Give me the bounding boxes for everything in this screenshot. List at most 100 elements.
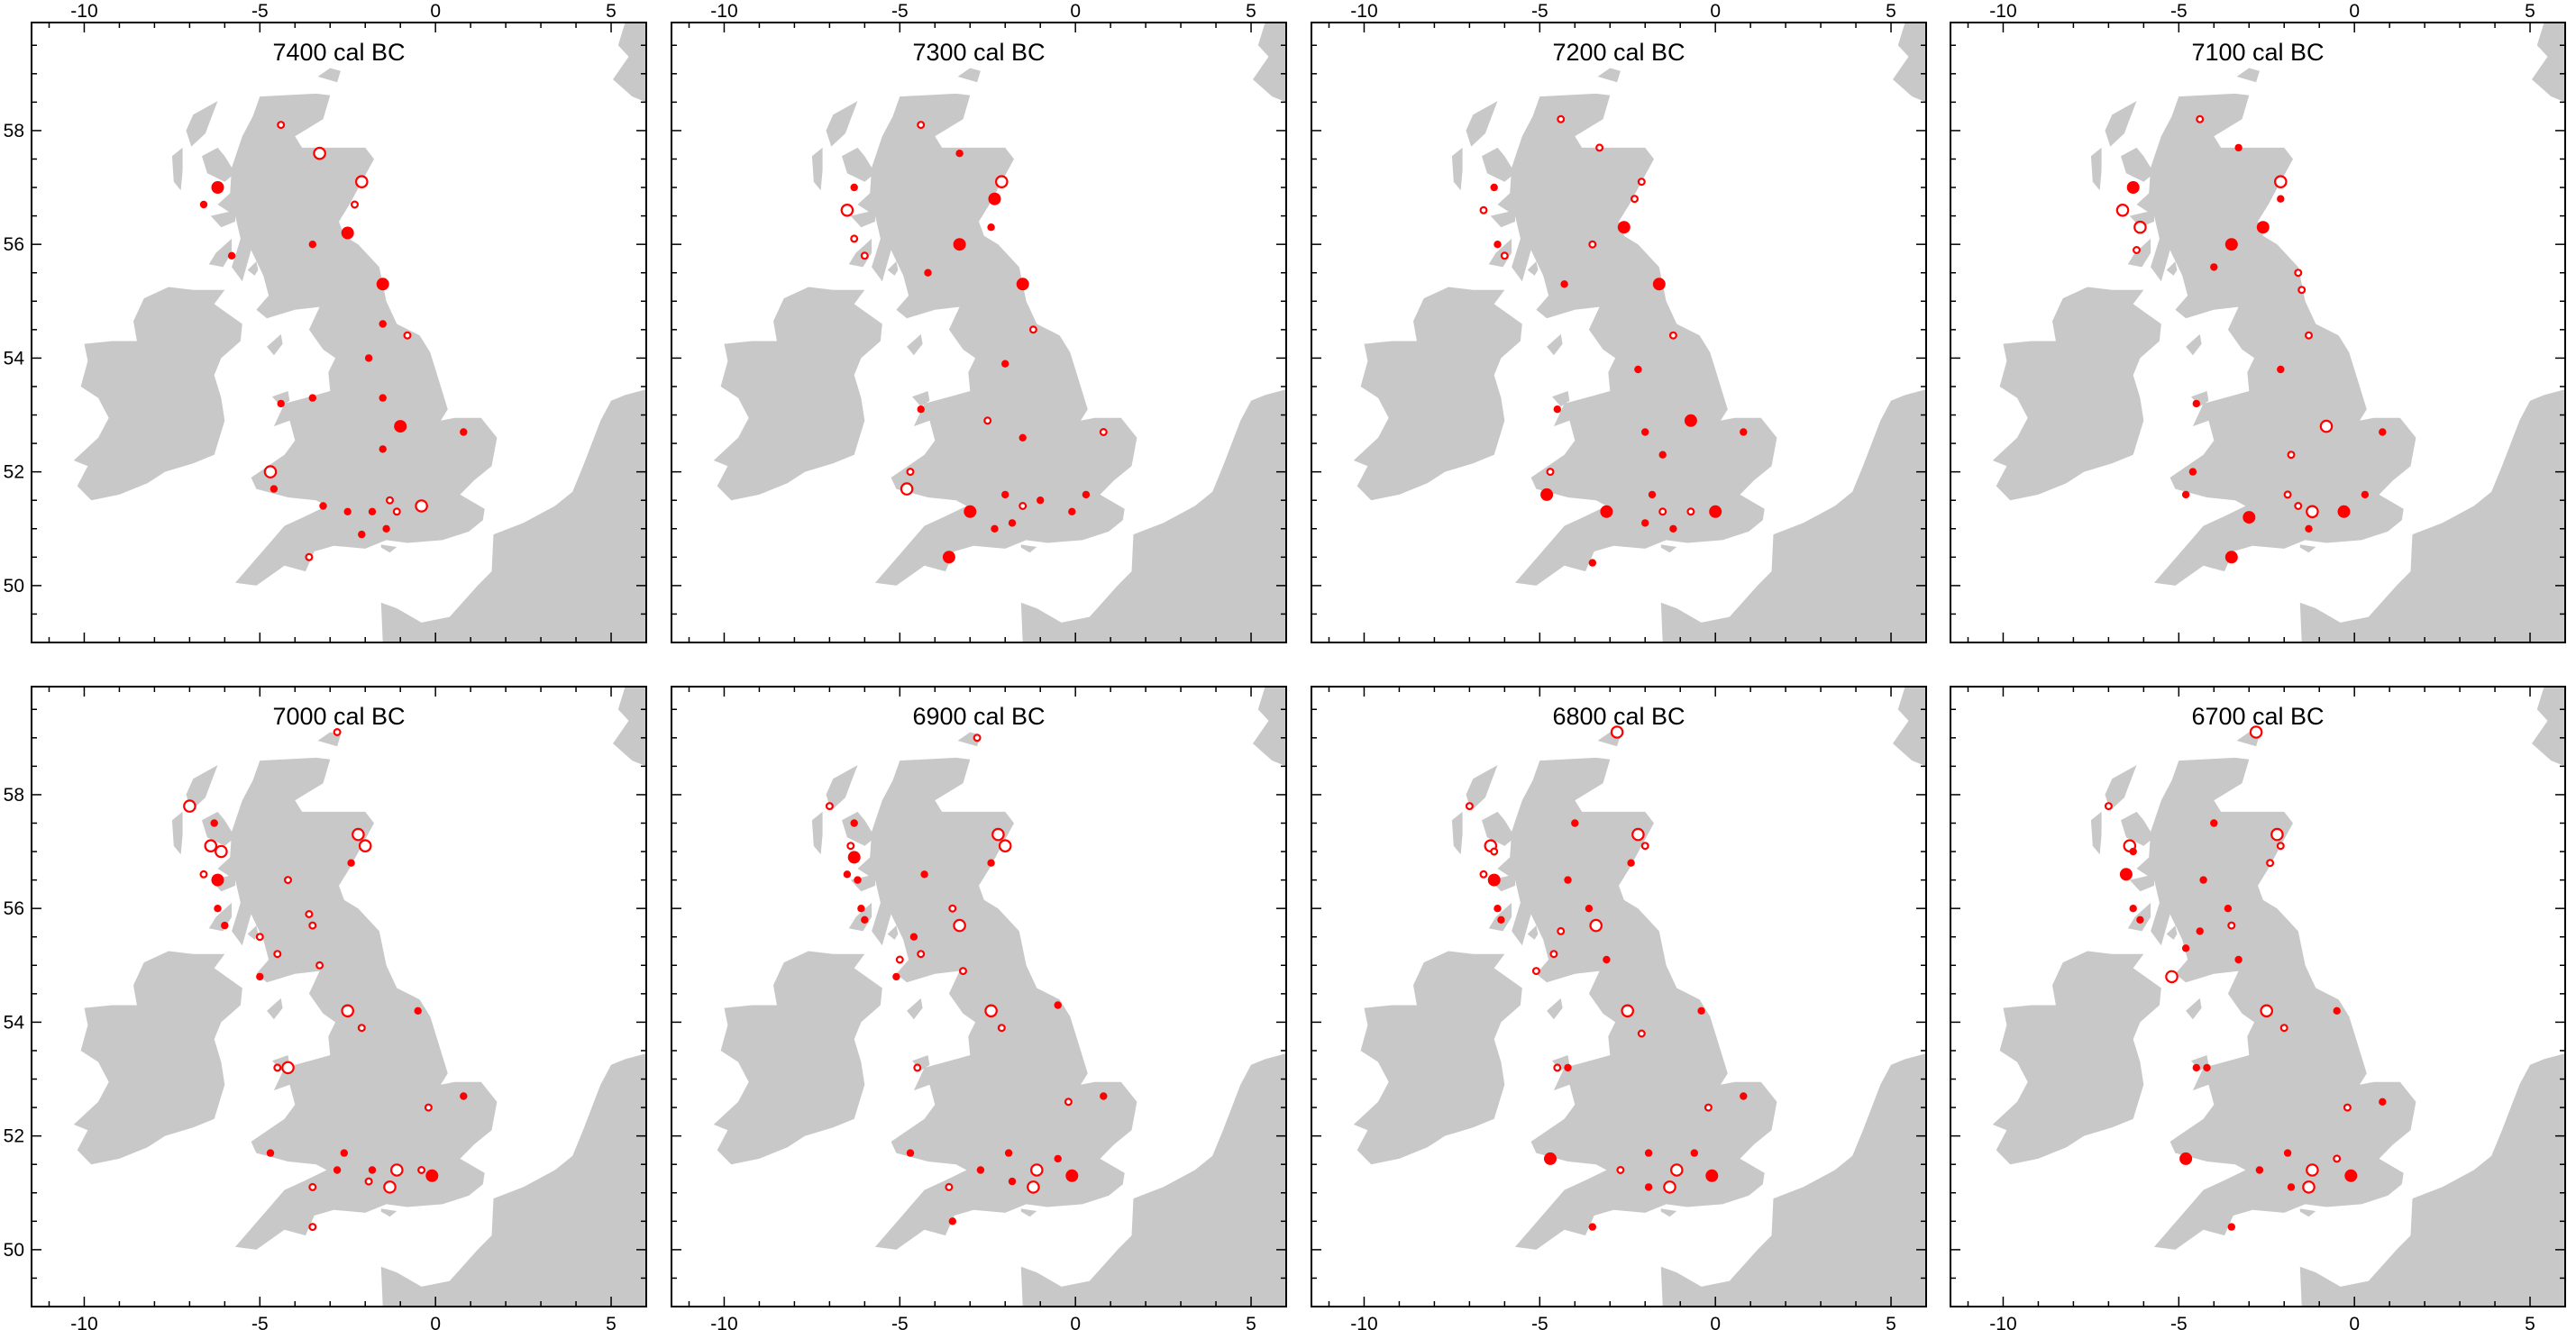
site-marker xyxy=(340,1149,348,1157)
site-marker xyxy=(376,278,389,291)
site-layer xyxy=(825,733,1108,1225)
x-tick-label: 0 xyxy=(1070,1314,1081,1330)
map-panel: -10 -5 0 5 50 52 54 56 58 7400 cal BC xyxy=(4,1,647,643)
site-marker xyxy=(1500,251,1509,260)
x-tick-label: -5 xyxy=(2170,1,2188,22)
x-tick-label: 0 xyxy=(1710,1,1721,22)
land-layer xyxy=(713,23,1286,642)
site-marker xyxy=(2306,505,2319,519)
norway-land xyxy=(613,687,646,767)
site-marker xyxy=(1001,360,1009,368)
mull-island xyxy=(210,210,235,228)
site-marker xyxy=(1016,278,1029,291)
site-marker xyxy=(1564,1063,1572,1072)
norway-land xyxy=(1893,23,1926,103)
site-marker xyxy=(2294,269,2303,278)
land-layer xyxy=(73,23,646,642)
site-marker xyxy=(315,961,324,970)
site-marker xyxy=(341,1004,354,1018)
site-marker xyxy=(1648,490,1657,499)
site-marker xyxy=(1494,241,1502,249)
site-marker xyxy=(2279,1024,2288,1033)
site-marker xyxy=(850,234,859,243)
y-tick-label: 56 xyxy=(4,898,24,919)
site-marker xyxy=(308,241,316,249)
site-marker xyxy=(847,851,861,864)
lewis-island xyxy=(186,765,218,811)
site-marker xyxy=(2224,905,2233,913)
site-marker xyxy=(183,799,196,813)
site-marker xyxy=(1686,507,1695,516)
site-marker xyxy=(1544,1152,1557,1165)
x-tick-label: 5 xyxy=(606,1314,617,1330)
land-layer xyxy=(1992,687,2565,1307)
mull-island xyxy=(850,874,875,892)
site-marker xyxy=(2319,419,2334,433)
site-marker xyxy=(1008,519,1017,527)
site-marker xyxy=(379,394,387,402)
site-marker xyxy=(415,499,428,513)
panel-frame xyxy=(671,686,1287,1307)
site-marker xyxy=(1740,428,1748,436)
map-panel: -10 -5 0 5 7100 cal BC xyxy=(1950,1,2566,643)
site-marker xyxy=(351,200,360,209)
x-tick-label: 0 xyxy=(2349,1,2360,22)
ireland-land xyxy=(73,287,242,501)
x-tick-label: -5 xyxy=(2170,1314,2188,1330)
site-marker xyxy=(424,1103,433,1112)
site-marker xyxy=(2255,1166,2264,1174)
x-tick-label: -10 xyxy=(1350,1,1377,22)
isle-of-wight xyxy=(1660,544,1677,553)
site-marker xyxy=(2192,399,2200,408)
y-tick-label: 56 xyxy=(4,234,24,255)
site-marker xyxy=(1709,505,1722,518)
norway-land xyxy=(613,23,646,103)
site-marker xyxy=(1553,405,1562,414)
site-marker xyxy=(1588,1223,1597,1231)
site-marker xyxy=(364,354,373,362)
y-tick-label: 50 xyxy=(4,576,24,597)
site-marker xyxy=(305,909,314,918)
y-tick-label: 50 xyxy=(4,1240,24,1261)
site-marker xyxy=(211,181,224,194)
land-layer xyxy=(1353,687,1926,1307)
site-marker xyxy=(2133,220,2147,234)
mull-island xyxy=(1490,210,1515,228)
panel-frame xyxy=(1311,686,1927,1307)
x-tick-label: 5 xyxy=(2525,1,2535,22)
x-tick-label: 0 xyxy=(1070,1,1081,22)
site-marker xyxy=(2270,827,2284,842)
land-layer xyxy=(1992,23,2565,642)
axis-ticks xyxy=(32,23,647,642)
site-marker xyxy=(906,1149,915,1157)
isle-of-wight xyxy=(1020,544,1037,553)
site-marker xyxy=(2181,944,2190,952)
isle-of-wight xyxy=(380,1208,397,1217)
orkney-island xyxy=(1597,68,1621,83)
panel-frame xyxy=(1311,22,1927,643)
site-marker xyxy=(383,1180,397,1194)
site-marker xyxy=(308,394,316,402)
skye-island xyxy=(1482,811,1515,846)
norway-land xyxy=(2532,687,2565,767)
site-marker xyxy=(991,524,999,533)
site-marker xyxy=(1641,519,1649,527)
site-marker xyxy=(2133,246,2142,255)
site-marker xyxy=(2126,181,2140,194)
continent-land xyxy=(1020,389,1286,642)
site-layer xyxy=(2104,725,2387,1231)
site-marker xyxy=(917,405,925,414)
site-marker xyxy=(1589,918,1603,933)
site-marker xyxy=(333,727,342,736)
site-marker xyxy=(2306,1163,2319,1177)
site-layer xyxy=(183,727,468,1232)
site-marker xyxy=(1487,873,1501,887)
site-marker xyxy=(460,428,468,436)
x-tick-label: 5 xyxy=(606,1,617,22)
site-marker xyxy=(1019,433,1027,442)
site-marker xyxy=(2199,876,2207,884)
site-marker xyxy=(1644,1183,1653,1191)
site-marker xyxy=(2104,802,2113,811)
orkney-island xyxy=(2236,68,2260,83)
isle-of-wight xyxy=(2299,544,2316,553)
